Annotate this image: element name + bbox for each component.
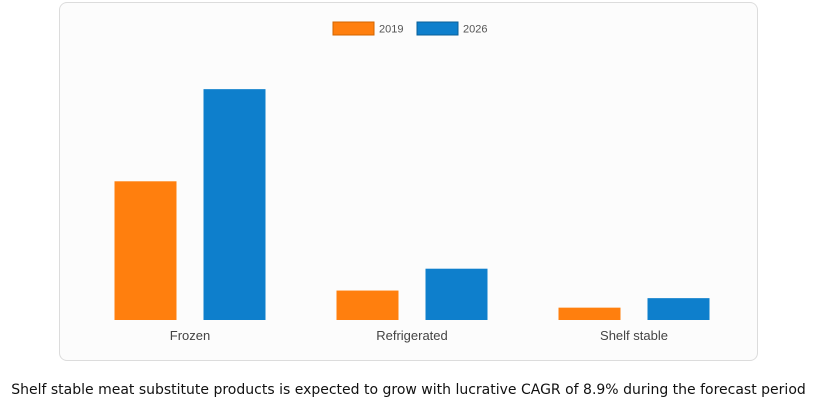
bar-frozen-2026[interactable] — [203, 89, 266, 321]
bar-frozen-2019[interactable] — [114, 181, 177, 320]
x-tick-label: Frozen — [170, 328, 210, 343]
x-tick-label: Refrigerated — [376, 328, 448, 343]
legend-label-2026[interactable]: 2026 — [463, 24, 487, 36]
bar-shelf-stable-2026[interactable] — [647, 298, 710, 320]
bar-chart: 2019 2026 Frozen Refrigerated Shelf stable — [114, 21, 710, 343]
chart-card: 2019 2026 Frozen Refrigerated Shelf stable — [59, 2, 758, 361]
bar-shelf-stable-2019[interactable] — [558, 307, 621, 320]
x-tick-label: Shelf stable — [600, 328, 668, 343]
chart-caption: Shelf stable meat substitute products is… — [11, 382, 806, 398]
bar-refrigerated-2026[interactable] — [425, 268, 488, 320]
bar-refrigerated-2019[interactable] — [336, 290, 399, 320]
legend-swatch-2026[interactable] — [416, 21, 459, 36]
legend-swatch-2019[interactable] — [332, 21, 375, 36]
legend-label-2019[interactable]: 2019 — [379, 24, 403, 36]
